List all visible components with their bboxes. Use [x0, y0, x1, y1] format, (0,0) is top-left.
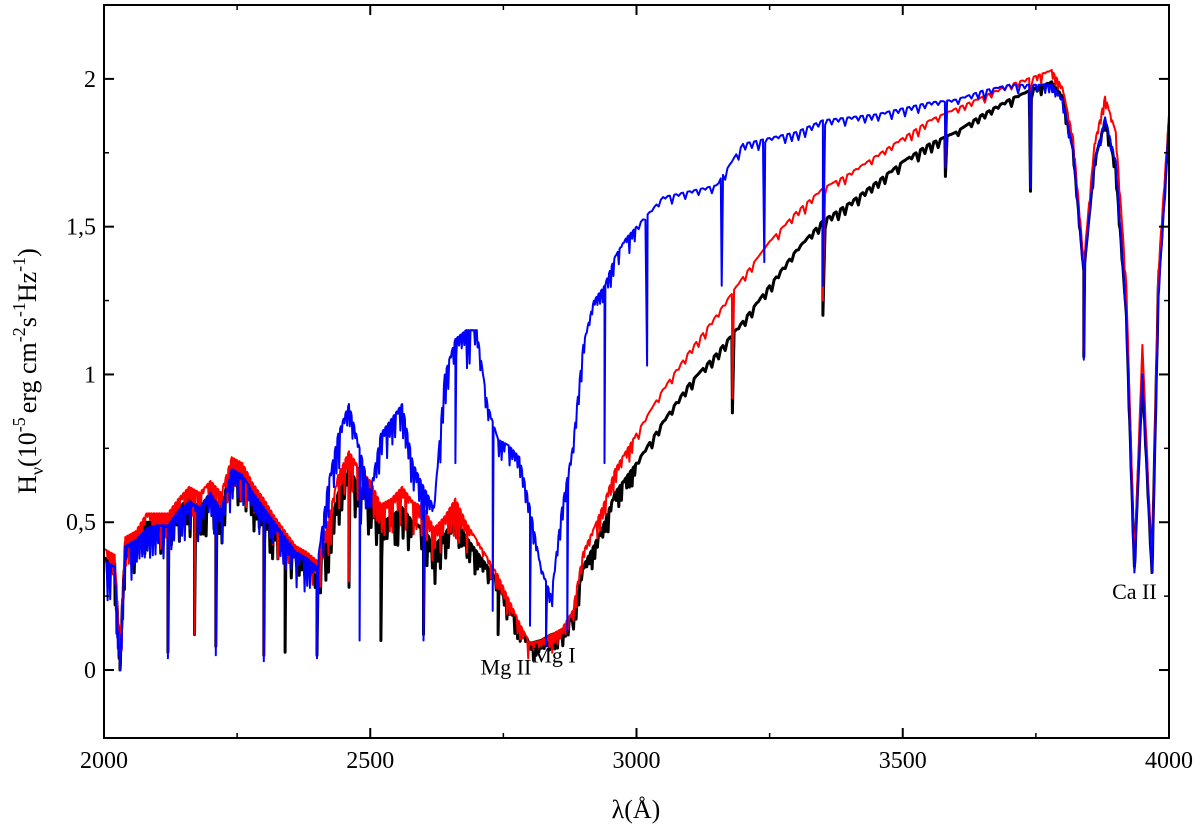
- y-tick-label: 0: [84, 658, 96, 684]
- annotations: Mg II Mg I Ca II: [481, 579, 1157, 679]
- x-tick-label: 2000: [80, 748, 128, 774]
- svg-text:Hν(10-5erg cm-2s-1Hz-1): Hν(10-5erg cm-2s-1Hz-1): [9, 248, 47, 494]
- series-line-2: [104, 69, 1169, 671]
- annotation-2: Mg I: [532, 643, 575, 668]
- series-line-3: [104, 83, 1169, 671]
- y-tick-label: 0,5: [66, 510, 96, 536]
- x-tick-label: 3000: [613, 748, 661, 774]
- x-tick-label: 2500: [346, 748, 394, 774]
- y-axis-title: Hν(10-5erg cm-2s-1Hz-1): [9, 248, 47, 494]
- annotation-1: Mg II: [481, 654, 532, 679]
- x-tick-label: 3500: [879, 748, 927, 774]
- x-tick-label: 4000: [1145, 748, 1193, 774]
- series-layer: [104, 69, 1169, 672]
- y-tick-label: 1,5: [66, 215, 96, 241]
- ticks-layer: 2000 2500 3000 3500 4000 0 0,5 1 1,5 2: [66, 5, 1193, 774]
- y-tick-label: 2: [84, 67, 96, 93]
- x-axis-title: λ(Å): [612, 795, 661, 824]
- annotation-3: Ca II: [1112, 579, 1157, 604]
- y-tick-label: 1: [84, 362, 96, 388]
